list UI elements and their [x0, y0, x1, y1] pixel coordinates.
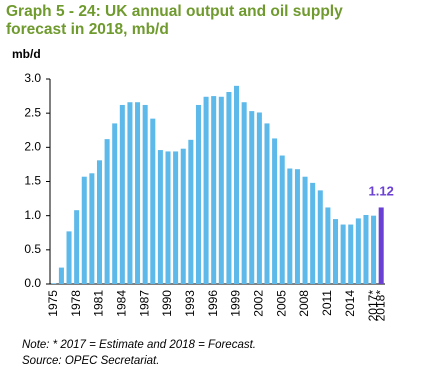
- bar: [256, 112, 262, 284]
- bar: [180, 148, 186, 284]
- bar: [294, 169, 300, 284]
- x-tick-label: 1990: [160, 290, 174, 317]
- y-tick-label: 0.5: [24, 242, 41, 256]
- x-tick-label: 1984: [115, 290, 129, 317]
- bar: [310, 182, 316, 284]
- x-tick-label: 1975: [46, 290, 60, 317]
- bar: [96, 160, 103, 284]
- x-tick-label: 2017*: [366, 290, 380, 322]
- x-tick-label: 2002: [252, 290, 266, 317]
- y-tick-label: 3.0: [24, 71, 41, 85]
- bar: [51, 283, 57, 284]
- bar: [127, 102, 133, 284]
- chart-title: Graph 5 - 24: UK annual output and oil s…: [6, 3, 343, 20]
- bar: [348, 224, 354, 284]
- data-label: 1.12: [369, 183, 394, 198]
- bar: [188, 139, 194, 284]
- bar: [287, 168, 293, 284]
- bar: [157, 150, 163, 284]
- x-tick-label: 2005: [274, 290, 288, 317]
- bar: [58, 267, 64, 284]
- bar: [378, 207, 384, 284]
- y-tick-label: 1.0: [24, 208, 41, 222]
- bar: [173, 151, 179, 284]
- y-axis-label: mb/d: [12, 47, 41, 61]
- bar: [363, 214, 369, 284]
- bar: [150, 118, 156, 284]
- bar: [371, 215, 377, 284]
- x-tick-label: 1999: [229, 290, 243, 317]
- bar: [74, 210, 80, 284]
- bar: [272, 138, 278, 284]
- note: Note: * 2017 = Estimate and 2018 = Forec…: [22, 339, 256, 351]
- bar: [135, 102, 141, 284]
- bar: [325, 207, 331, 284]
- x-tick-label: 2014: [343, 290, 357, 317]
- y-tick-label: 1.5: [24, 174, 41, 188]
- bar: [203, 96, 209, 285]
- bar: [66, 231, 72, 284]
- bar: [279, 155, 285, 284]
- bar: [112, 123, 118, 285]
- bar: [89, 173, 95, 284]
- x-tick-label: 1978: [69, 290, 83, 317]
- bar: [195, 104, 201, 284]
- bar: [317, 190, 323, 284]
- bar: [340, 224, 346, 284]
- bar: [234, 85, 240, 284]
- bar: [104, 139, 110, 284]
- x-tick-label: 2011: [320, 290, 334, 316]
- note: Source: OPEC Secretariat.: [22, 355, 159, 367]
- y-tick-label: 0.0: [24, 276, 41, 290]
- bar: [81, 176, 87, 284]
- x-tick-label: 2008: [297, 290, 311, 317]
- bar: [119, 104, 125, 284]
- x-tick-label: 2018*: [373, 290, 387, 322]
- bar: [332, 219, 339, 284]
- bar: [226, 91, 232, 284]
- bar: [264, 123, 270, 285]
- bar: [241, 102, 247, 284]
- y-tick-label: 2.0: [24, 140, 41, 154]
- chart-title: forecast in 2018, mb/d: [6, 21, 169, 38]
- bar: [218, 96, 224, 285]
- y-tick-label: 2.5: [24, 105, 41, 119]
- x-tick-label: 1996: [206, 290, 220, 317]
- bar: [355, 218, 361, 284]
- x-tick-label: 1993: [183, 290, 197, 317]
- bar: [165, 151, 171, 284]
- bar: [302, 176, 308, 284]
- x-tick-label: 1987: [137, 290, 151, 317]
- bar: [142, 104, 148, 284]
- bar: [211, 96, 217, 284]
- x-tick-label: 1981: [92, 290, 106, 317]
- bar: [249, 111, 255, 284]
